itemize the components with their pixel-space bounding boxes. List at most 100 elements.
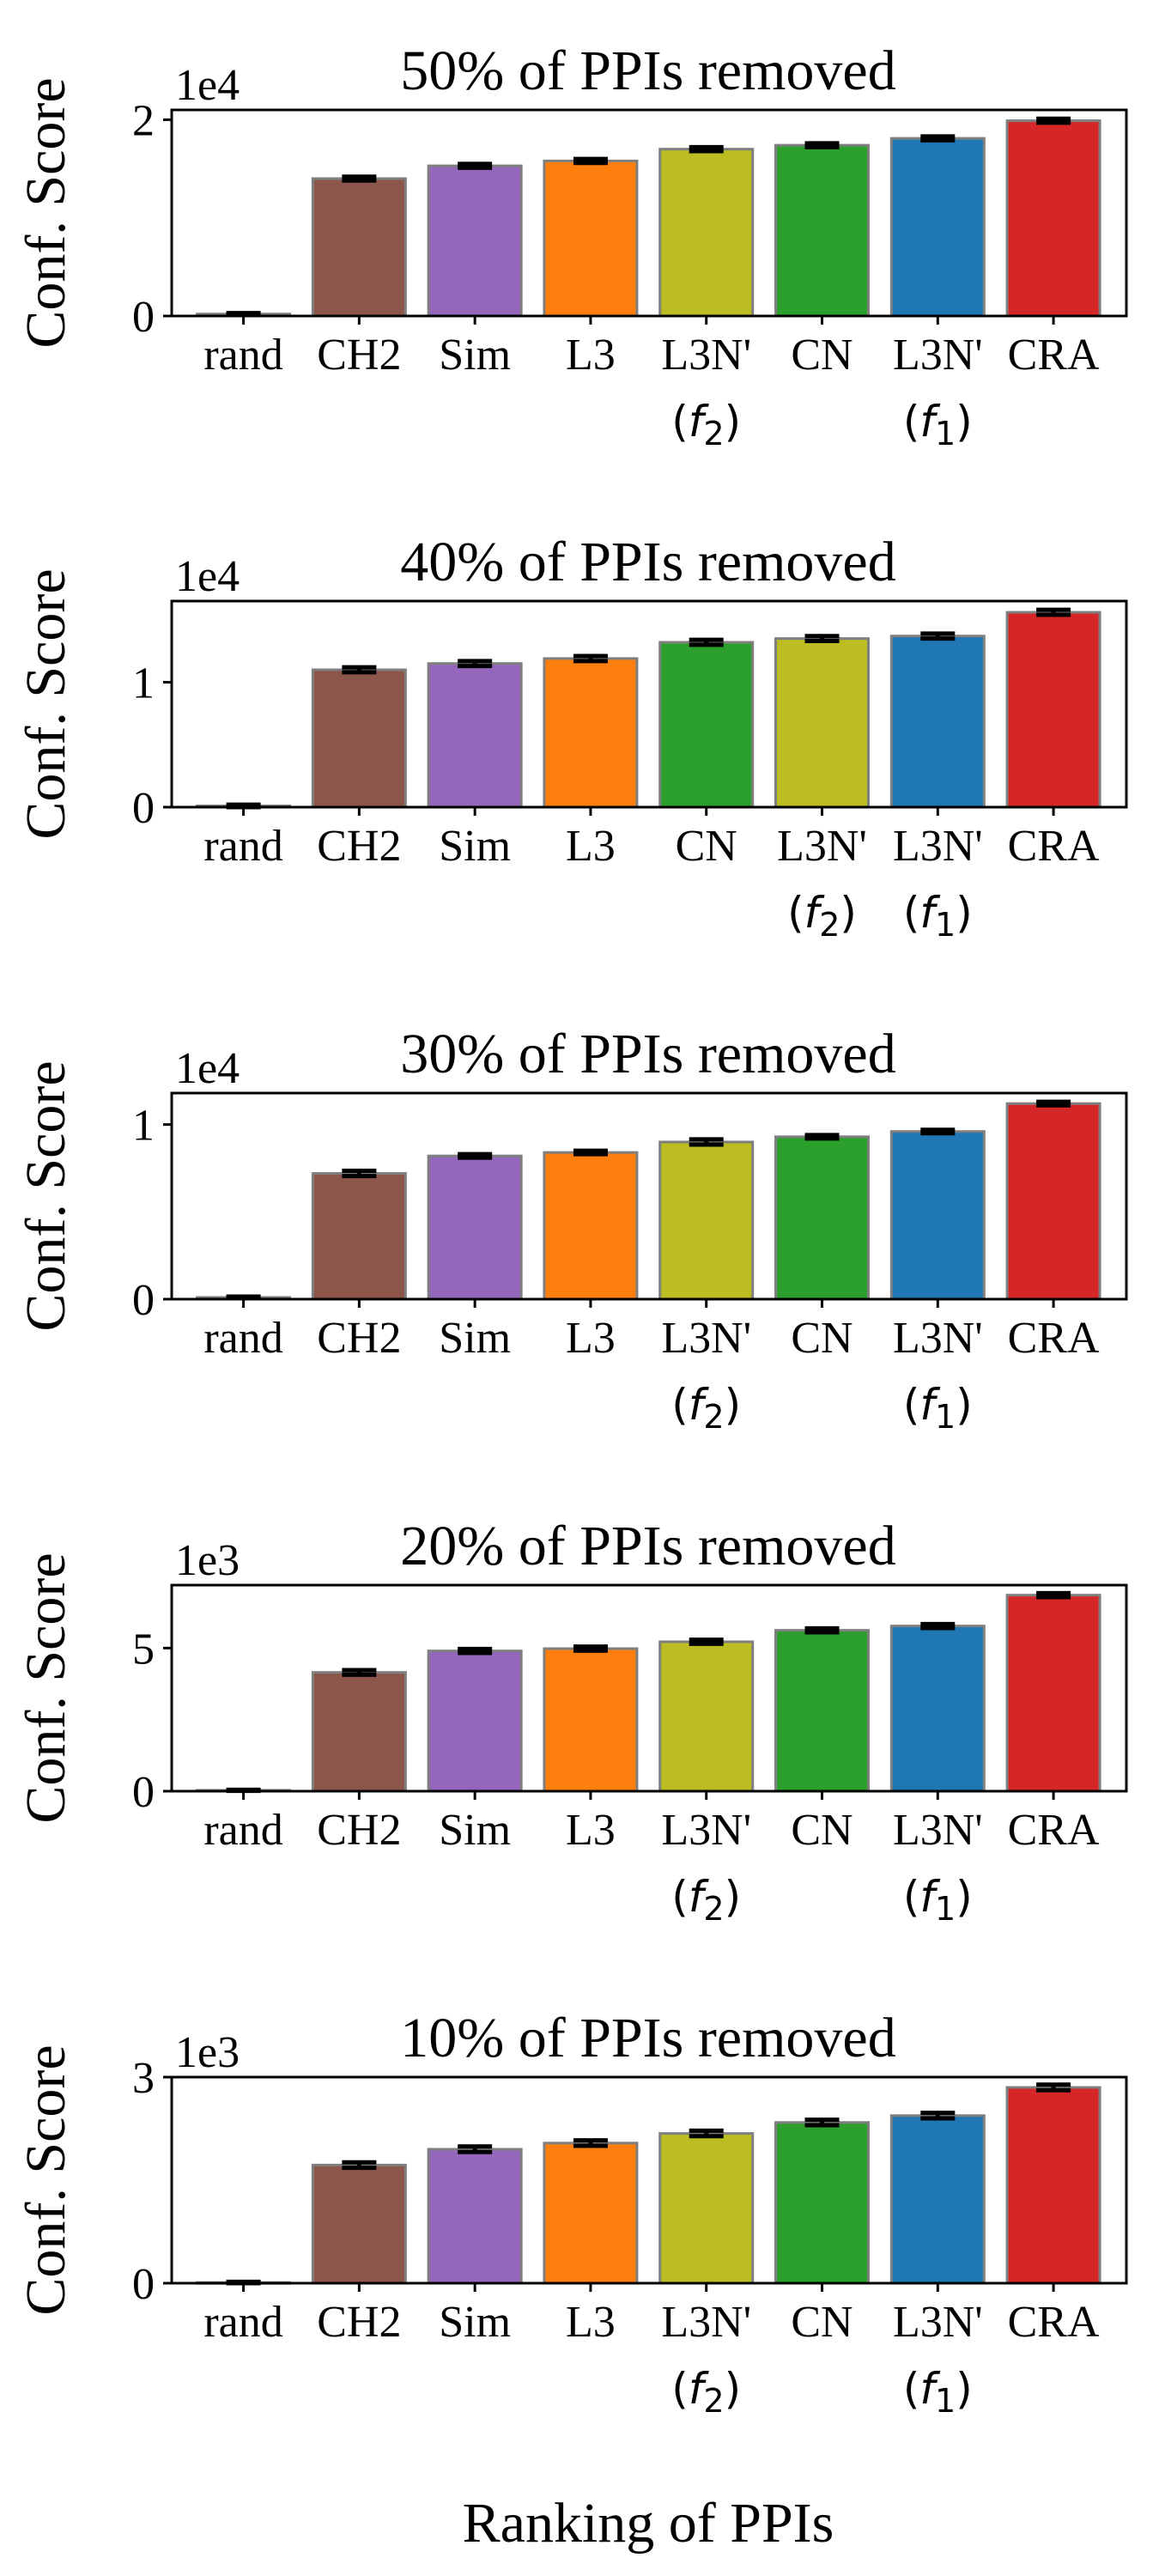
bar-ch2 <box>311 668 407 809</box>
x-tick-label: Sim <box>439 1314 511 1363</box>
y-tick-label: 0 <box>132 1276 155 1325</box>
bar-l3 <box>543 159 639 318</box>
x-axis-label: Ranking of PPIs <box>463 2492 834 2555</box>
bar-l3np-f2 <box>658 148 755 318</box>
bar-l3np-f2 <box>658 1640 755 1793</box>
bar-l3np-f2 <box>658 2132 755 2285</box>
y-tick-label: 2 <box>132 96 155 145</box>
x-tick-label: L3N' <box>893 1806 983 1855</box>
y-tick-label: 0 <box>132 1768 155 1817</box>
x-tick-label: CN <box>791 1314 853 1363</box>
x-tick-label: L3 <box>566 331 616 380</box>
x-tick-label: Sim <box>439 331 511 380</box>
x-tick-label: CH2 <box>317 331 401 380</box>
bar-sim <box>427 2148 523 2285</box>
x-tick-label: CN <box>791 2298 853 2347</box>
plot-frame <box>170 2075 1128 2285</box>
x-tick-sublabel: (f1) <box>903 2364 973 2420</box>
bar-cra <box>1005 2086 1101 2285</box>
y-tick-label: 3 <box>132 2054 155 2103</box>
plot-frame <box>170 1583 1128 1793</box>
x-tick-label: CRA <box>1008 331 1100 380</box>
bar-sim <box>427 1649 523 1793</box>
bar-cn <box>774 1629 871 1793</box>
y-tick-label: 1 <box>132 1102 155 1151</box>
y-axis-multiplier: 1e4 <box>175 61 240 110</box>
y-tick-label: 0 <box>132 2260 155 2309</box>
x-tick-label: Sim <box>439 2298 511 2347</box>
x-tick-label: L3N' <box>661 2298 751 2347</box>
x-tick-label: Sim <box>439 1806 511 1855</box>
bar-l3np-f1 <box>889 137 986 318</box>
x-tick-label: L3 <box>566 1314 616 1363</box>
x-tick-label: CN <box>791 1806 853 1855</box>
x-tick-label: rand <box>203 1314 282 1363</box>
x-tick-label: L3N' <box>661 1314 751 1363</box>
bar-cra <box>1005 119 1101 318</box>
bar-ch2 <box>311 177 407 318</box>
x-tick-label: L3N' <box>893 1314 983 1363</box>
panel-1: 50% of PPIs removed 1e4 Conf. Score rand CH2… <box>15 39 1128 453</box>
y-axis-multiplier: 1e3 <box>175 2028 240 2077</box>
x-tick-label: L3N' <box>661 331 751 380</box>
bar-ch2 <box>311 1671 407 1793</box>
x-tick-label: CH2 <box>317 1806 401 1855</box>
y-axis-label: Conf. Score <box>15 1552 77 1823</box>
chart-title: 40% of PPIs removed <box>400 531 895 593</box>
y-axis-multiplier: 1e3 <box>175 1536 240 1585</box>
bar-l3 <box>543 2142 639 2285</box>
x-tick-label: CH2 <box>317 1314 401 1363</box>
plot-frame <box>170 599 1128 809</box>
panel-4: 20% of PPIs removed 1e3 Conf. Score rand CH2… <box>15 1515 1128 1928</box>
bar-cn <box>658 641 755 809</box>
plot-frame <box>170 108 1128 318</box>
x-tick-label: L3 <box>566 1806 616 1855</box>
bar-sim <box>427 164 523 318</box>
x-tick-sublabel: (f2) <box>671 397 741 453</box>
bar-cra <box>1005 611 1101 809</box>
bar-l3 <box>543 657 639 809</box>
bar-sim <box>427 662 523 809</box>
x-tick-label: CN <box>791 331 853 380</box>
y-axis-label: Conf. Score <box>15 2044 77 2315</box>
bar-cn <box>774 143 871 318</box>
x-tick-label: L3 <box>566 2298 616 2347</box>
bar-l3np-f2 <box>658 1140 755 1301</box>
x-tick-label: rand <box>203 331 282 380</box>
x-tick-label: CRA <box>1008 2298 1100 2347</box>
x-tick-label: CRA <box>1008 1806 1100 1855</box>
x-tick-label: CH2 <box>317 822 401 871</box>
bar-l3np-f2 <box>774 637 871 809</box>
bar-l3 <box>543 1647 639 1793</box>
x-tick-sublabel: (f2) <box>671 2364 741 2420</box>
x-tick-sublabel: (f1) <box>903 397 973 453</box>
bar-l3 <box>543 1151 639 1301</box>
bar-sim <box>427 1154 523 1301</box>
x-tick-label: L3 <box>566 822 616 871</box>
bar-cn <box>774 2121 871 2285</box>
bar-l3np-f1 <box>889 635 986 809</box>
y-axis-multiplier: 1e4 <box>175 552 240 601</box>
bar-ch2 <box>311 2163 407 2285</box>
x-tick-sublabel: (f1) <box>903 1380 973 1436</box>
bar-cra <box>1005 1594 1101 1793</box>
bar-l3np-f1 <box>889 1625 986 1793</box>
x-tick-label: L3N' <box>661 1806 751 1855</box>
bar-cn <box>774 1135 871 1301</box>
x-tick-label: rand <box>203 1806 282 1855</box>
x-tick-sublabel: (f1) <box>903 1872 973 1928</box>
y-axis-label: Conf. Score <box>15 568 77 839</box>
x-tick-label: CRA <box>1008 1314 1100 1363</box>
x-tick-label: Sim <box>439 822 511 871</box>
panels: 50% of PPIs removed 1e4 Conf. Score rand CH2… <box>15 39 1128 2420</box>
x-tick-sublabel: (f2) <box>671 1872 741 1928</box>
x-tick-label: L3N' <box>893 2298 983 2347</box>
y-axis-multiplier: 1e4 <box>175 1044 240 1093</box>
y-tick-label: 1 <box>132 659 155 708</box>
chart-title: 20% of PPIs removed <box>400 1515 895 1577</box>
plot-frame <box>170 1091 1128 1301</box>
bar-ch2 <box>311 1172 407 1301</box>
panel-5: 10% of PPIs removed 1e3 Conf. Score rand CH2… <box>15 2007 1128 2420</box>
y-axis-label: Conf. Score <box>15 1060 77 1331</box>
